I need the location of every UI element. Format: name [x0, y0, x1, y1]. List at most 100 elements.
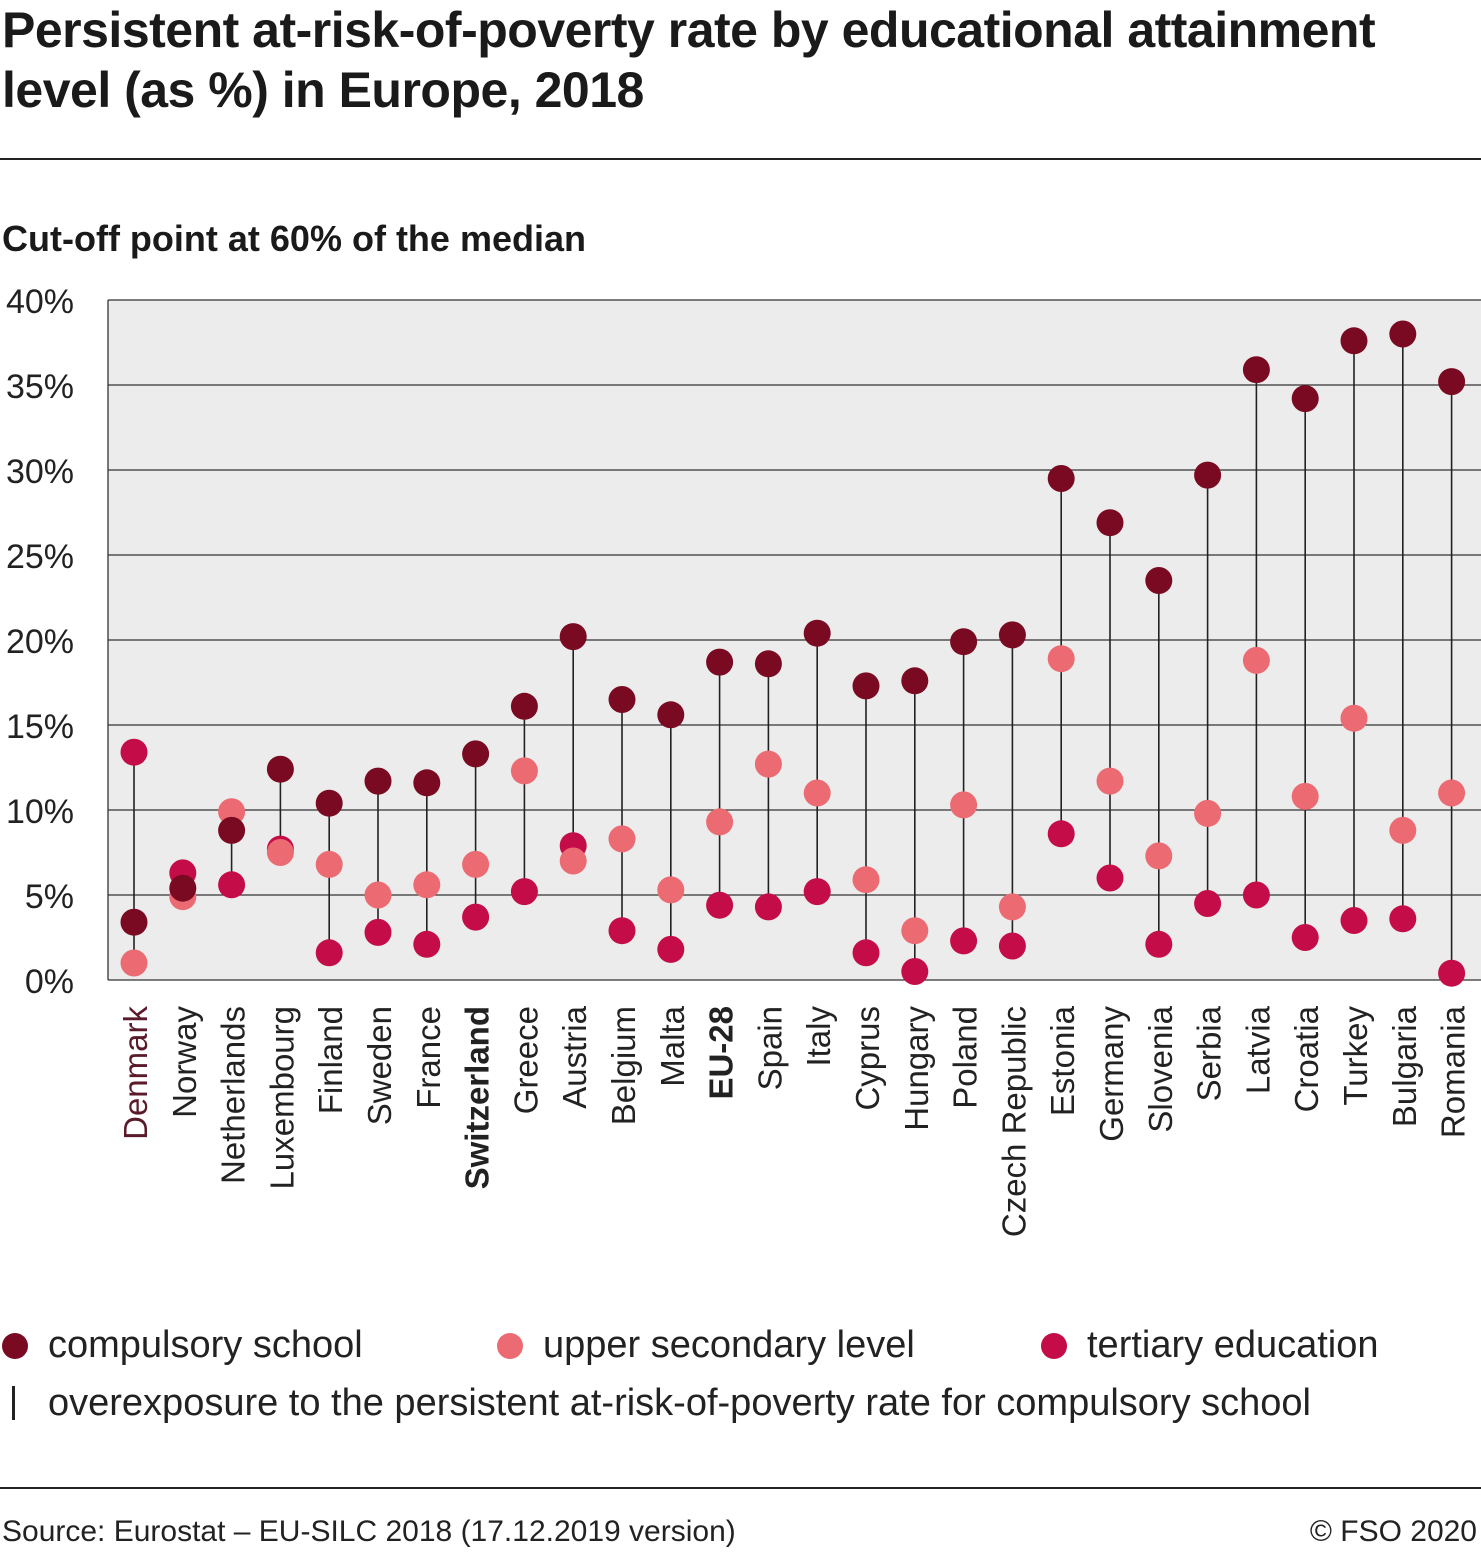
tertiary-education-point — [1194, 890, 1221, 917]
compulsory-school-point — [609, 686, 636, 713]
legend-tertiary-marker — [1041, 1333, 1067, 1359]
upper-secondary-point — [950, 791, 977, 818]
legend-compulsory-label: compulsory school — [48, 1324, 363, 1367]
upper-secondary-point — [1243, 647, 1270, 674]
upper-secondary-point — [462, 851, 489, 878]
x-tick-label: Denmark — [117, 1006, 154, 1140]
upper-secondary-point — [609, 825, 636, 852]
x-tick-label: Czech Republic — [995, 1006, 1032, 1237]
y-tick-label: 5% — [25, 878, 74, 916]
compulsory-school-point — [804, 620, 831, 647]
compulsory-school-point — [169, 875, 196, 902]
tertiary-education-point — [999, 933, 1026, 960]
x-tick-label: Latvia — [1239, 1005, 1276, 1094]
compulsory-school-point — [413, 769, 440, 796]
tertiary-education-point — [1438, 960, 1465, 987]
x-tick-label: Netherlands — [215, 1006, 252, 1184]
upper-secondary-point — [901, 917, 928, 944]
tertiary-education-point — [462, 904, 489, 931]
tertiary-education-point — [1048, 820, 1075, 847]
y-tick-label: 0% — [25, 963, 74, 1001]
upper-secondary-point — [1292, 783, 1319, 810]
compulsory-school-point — [267, 756, 294, 783]
upper-secondary-point — [1145, 842, 1172, 869]
compulsory-school-point — [657, 701, 684, 728]
x-tick-label: Poland — [947, 1006, 984, 1109]
tertiary-education-point — [365, 919, 392, 946]
y-tick-label: 30% — [6, 453, 74, 491]
x-tick-label: Italy — [800, 1006, 837, 1067]
x-tick-label: Luxembourg — [263, 1006, 300, 1189]
x-tick-label: Estonia — [1044, 1005, 1081, 1116]
legend: compulsory school upper secondary level … — [0, 1318, 1481, 1438]
x-tick-label: Austria — [556, 1005, 593, 1108]
x-tick-label: Belgium — [605, 1006, 642, 1125]
tertiary-education-point — [1145, 931, 1172, 958]
compulsory-school-point — [706, 649, 733, 676]
compulsory-school-point — [901, 667, 928, 694]
tertiary-education-point — [218, 871, 245, 898]
compulsory-school-point — [1097, 509, 1124, 536]
compulsory-school-point — [1438, 368, 1465, 395]
chart-subtitle: Cut-off point at 60% of the median — [2, 218, 586, 260]
tertiary-education-point — [853, 939, 880, 966]
x-tick-label: Bulgaria — [1386, 1005, 1423, 1127]
compulsory-school-point — [999, 621, 1026, 648]
legend-compulsory-marker — [2, 1333, 28, 1359]
legend-upper-secondary-label: upper secondary level — [543, 1324, 915, 1367]
tertiary-education-point — [316, 939, 343, 966]
compulsory-school-point — [853, 672, 880, 699]
x-tick-label: France — [410, 1006, 447, 1109]
x-tick-label: Malta — [654, 1005, 691, 1086]
tertiary-education-point — [1341, 907, 1368, 934]
tertiary-education-point — [121, 739, 148, 766]
tertiary-education-point — [950, 927, 977, 954]
chart-title: Persistent at-risk-of-poverty rate by ed… — [2, 0, 1472, 120]
compulsory-school-point — [1048, 465, 1075, 492]
tertiary-education-point — [657, 936, 684, 963]
x-tick-label: Germany — [1093, 1006, 1130, 1142]
compulsory-school-point — [950, 628, 977, 655]
upper-secondary-point — [560, 848, 587, 875]
y-tick-label: 10% — [6, 793, 74, 831]
upper-secondary-point — [1341, 705, 1368, 732]
y-tick-label: 15% — [6, 708, 74, 746]
x-tick-label: Finland — [312, 1006, 349, 1114]
compulsory-school-point — [560, 623, 587, 650]
tertiary-education-point — [804, 878, 831, 905]
x-tick-label: Croatia — [1288, 1005, 1325, 1112]
upper-secondary-point — [804, 780, 831, 807]
bottom-divider — [0, 1487, 1481, 1489]
compulsory-school-point — [1292, 385, 1319, 412]
x-tick-label: Turkey — [1337, 1006, 1374, 1106]
x-tick-label: Cyprus — [849, 1006, 886, 1111]
tertiary-education-point — [609, 917, 636, 944]
x-tick-label: Slovenia — [1142, 1005, 1179, 1132]
compulsory-school-point — [511, 693, 538, 720]
y-tick-label: 25% — [6, 538, 74, 576]
x-tick-label: EU-28 — [703, 1006, 740, 1100]
top-divider — [0, 158, 1481, 160]
tertiary-education-point — [1389, 905, 1416, 932]
upper-secondary-point — [755, 751, 782, 778]
compulsory-school-point — [365, 768, 392, 795]
upper-secondary-point — [853, 866, 880, 893]
legend-line-marker — [12, 1386, 15, 1420]
copyright-note: © FSO 2020 — [1310, 1515, 1477, 1549]
legend-line-label: overexposure to the persistent at-risk-o… — [48, 1382, 1311, 1425]
compulsory-school-point — [755, 650, 782, 677]
compulsory-school-point — [1389, 321, 1416, 348]
x-tick-label: Sweden — [361, 1006, 398, 1125]
compulsory-school-point — [316, 790, 343, 817]
legend-tertiary-label: tertiary education — [1087, 1324, 1379, 1367]
x-tick-label: Switzerland — [459, 1006, 496, 1189]
upper-secondary-point — [1194, 800, 1221, 827]
tertiary-education-point — [755, 893, 782, 920]
x-tick-label: Serbia — [1191, 1005, 1228, 1101]
y-tick-label: 40% — [6, 283, 74, 321]
compulsory-school-point — [462, 740, 489, 767]
upper-secondary-point — [1389, 817, 1416, 844]
y-tick-label: 20% — [6, 623, 74, 661]
compulsory-school-point — [1145, 567, 1172, 594]
compulsory-school-point — [1341, 327, 1368, 354]
